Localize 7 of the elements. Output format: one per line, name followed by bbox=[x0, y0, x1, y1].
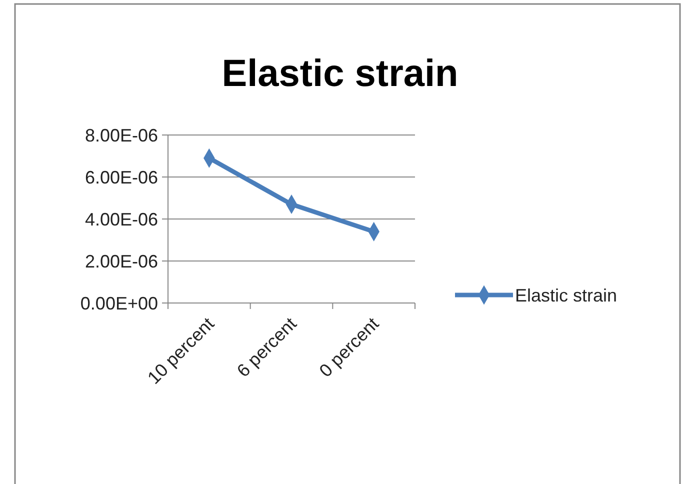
y-tick-label: 0.00E+00 bbox=[80, 293, 158, 314]
y-tick-label: 2.00E-06 bbox=[84, 251, 158, 272]
chart-title: Elastic strain bbox=[222, 53, 458, 95]
y-tick-label: 4.00E-06 bbox=[84, 209, 158, 230]
legend-label: Elastic strain bbox=[515, 285, 618, 306]
y-tick-label: 6.00E-06 bbox=[84, 167, 158, 188]
y-tick-label: 8.00E-06 bbox=[84, 125, 158, 146]
